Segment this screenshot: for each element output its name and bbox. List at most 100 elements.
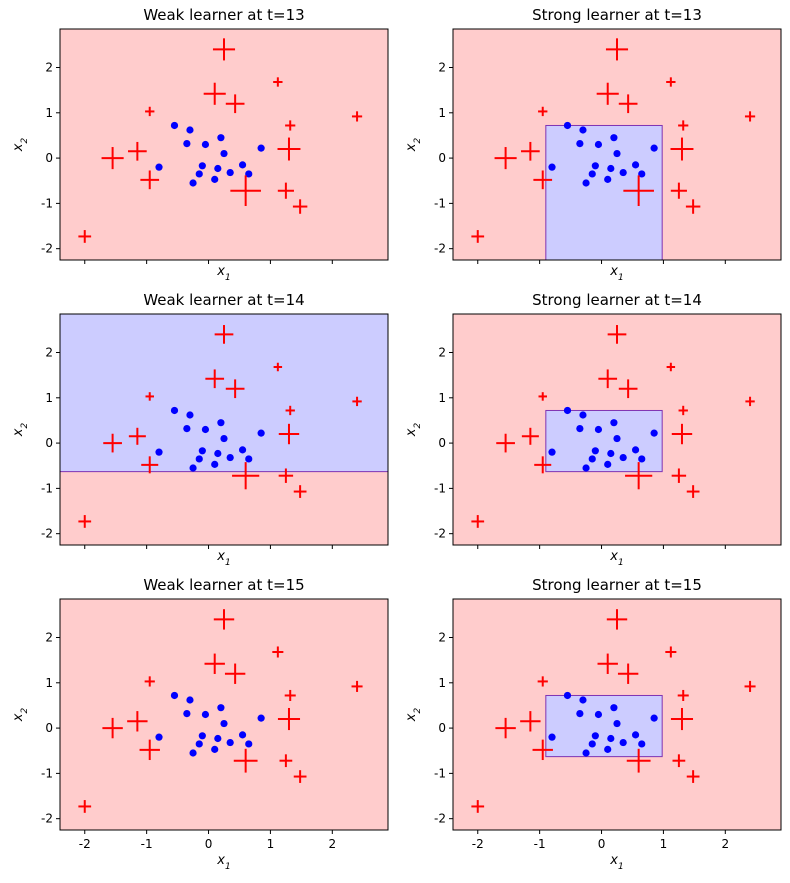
negative-point	[238, 446, 247, 454]
negative-point	[189, 464, 197, 472]
negative-point	[650, 429, 658, 437]
subplot-title: Strong learner at t=14	[532, 291, 702, 309]
y-axis-label: x2	[11, 423, 30, 438]
axes-frame	[452, 313, 782, 546]
negative-point	[198, 447, 206, 455]
positive-point	[102, 717, 123, 739]
positive-point	[471, 230, 485, 243]
positive-point	[213, 609, 235, 630]
negative-point	[613, 434, 621, 443]
y-axis-label: x2	[404, 708, 423, 723]
positive-point	[607, 325, 627, 344]
x-tick-label: -1	[534, 837, 546, 851]
negative-point	[238, 731, 247, 739]
positive-point	[272, 646, 284, 658]
x-axis-label: x1	[216, 853, 230, 872]
negative-point	[576, 424, 584, 433]
negative-point	[186, 411, 194, 419]
subplot-5: -2 -1 0 1 2 -2 -1 0 1 2 Weak learner at t=15 x1 x2	[11, 576, 389, 872]
positive-point	[225, 94, 245, 114]
positive-point	[678, 120, 689, 131]
y-tick-label: 0	[438, 436, 446, 450]
positive-point	[618, 379, 638, 399]
subplot-title: Weak learner at t=15	[143, 576, 304, 594]
y-tick-label: -1	[434, 766, 446, 780]
positive-point	[686, 770, 700, 783]
negative-point	[594, 425, 603, 434]
y-axis-label: x2	[404, 138, 423, 153]
y-axis-label: x2	[404, 423, 423, 438]
positive-point	[666, 362, 676, 372]
positive-point	[538, 106, 548, 117]
positive-region	[60, 29, 388, 260]
negative-point	[220, 149, 228, 158]
negative-point	[257, 144, 265, 152]
y-tick-label: -2	[41, 242, 53, 256]
negative-point	[613, 719, 621, 728]
negative-point	[189, 179, 197, 187]
negative-point	[563, 691, 572, 700]
negative-point	[591, 732, 599, 740]
negative-point	[619, 168, 627, 177]
negative-point	[201, 425, 210, 434]
negative-point	[591, 447, 599, 455]
negative-point	[548, 163, 556, 171]
negative-point	[214, 164, 222, 173]
positive-point	[140, 170, 160, 190]
negative-point	[576, 139, 584, 148]
positive-point	[521, 427, 539, 445]
negative-point	[189, 749, 197, 757]
negative-point	[155, 733, 163, 741]
positive-point	[618, 94, 638, 114]
negative-point	[195, 170, 203, 178]
positive-point	[293, 485, 307, 498]
positive-point	[141, 456, 159, 474]
positive-point	[145, 106, 155, 117]
positive-point	[101, 147, 124, 170]
positive-point	[139, 739, 160, 761]
negative-point	[238, 161, 247, 169]
negative-point	[226, 168, 234, 177]
y-tick-label: 2	[45, 61, 53, 75]
subplot-title: Weak learner at t=13	[143, 6, 304, 24]
x-tick-label: 1	[267, 837, 275, 851]
negative-point	[226, 453, 234, 462]
negative-point	[582, 179, 590, 187]
positive-point	[212, 38, 236, 61]
negative-region	[545, 124, 663, 261]
positive-point	[471, 800, 485, 813]
y-tick-label: 2	[45, 346, 53, 360]
positive-point	[496, 433, 515, 453]
positive-point	[128, 427, 146, 445]
negative-point	[563, 121, 572, 130]
negative-point	[548, 733, 556, 741]
y-tick-label: -1	[434, 196, 446, 210]
positive-point	[278, 468, 294, 483]
negative-point	[604, 745, 612, 753]
negative-point	[579, 696, 587, 704]
positive-point	[671, 423, 693, 445]
x-tick-label: 2	[328, 837, 336, 851]
positive-point	[352, 396, 362, 407]
negative-point	[619, 453, 627, 462]
negative-point	[201, 140, 210, 149]
positive-point	[606, 609, 628, 630]
y-tick-label: 2	[438, 631, 446, 645]
negative-point	[257, 714, 265, 722]
positive-point	[670, 182, 687, 199]
negative-point	[650, 714, 658, 722]
negative-point	[214, 449, 222, 458]
x-axis-label: x1	[609, 549, 623, 568]
positive-point	[495, 717, 516, 739]
positive-point	[277, 707, 301, 731]
negative-point	[650, 144, 658, 152]
negative-point	[619, 738, 627, 747]
positive-point	[144, 676, 155, 687]
negative-point	[576, 709, 584, 718]
subplot-6: -2 -1 0 1 2 -2 -1 0 1 2 Strong learner at t=15 x1 x2	[404, 576, 782, 872]
positive-point	[203, 82, 226, 105]
x-tick-label: 0	[205, 837, 213, 851]
positive-point	[78, 515, 92, 528]
positive-point	[538, 392, 547, 401]
negative-point	[211, 175, 219, 183]
